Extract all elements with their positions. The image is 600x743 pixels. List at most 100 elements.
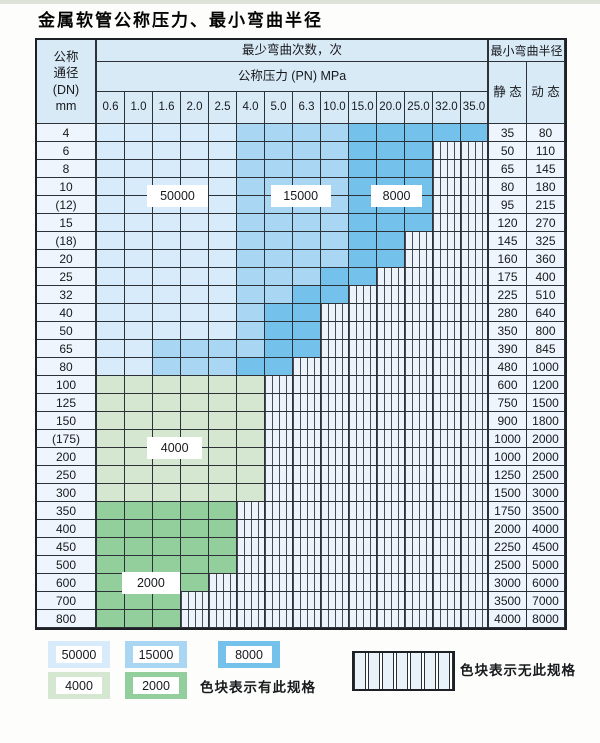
no-spec-cell — [209, 610, 237, 628]
legend-swatch-label: 2000 — [133, 677, 179, 694]
spec-cell — [237, 340, 265, 358]
spec-cell — [377, 232, 405, 250]
spec-cell — [97, 160, 125, 178]
spec-cell — [293, 250, 321, 268]
spec-cell — [209, 556, 237, 574]
no-spec-cell — [265, 394, 293, 412]
dn-cell: 700 — [37, 592, 97, 610]
spec-cell — [153, 502, 181, 520]
static-radius-cell: 2000 — [489, 520, 527, 538]
dn-header-line: (DN) — [52, 82, 80, 97]
spec-cell — [293, 340, 321, 358]
spec-cell — [97, 430, 125, 448]
spec-cell — [265, 286, 293, 304]
spec-cell — [265, 304, 293, 322]
spec-cell — [209, 466, 237, 484]
no-spec-cell — [265, 592, 293, 610]
spec-cell — [125, 340, 153, 358]
dn-cell: (18) — [37, 232, 97, 250]
dn-cell: 500 — [37, 556, 97, 574]
no-spec-cell — [293, 538, 321, 556]
dynamic-radius-cell: 7000 — [527, 592, 565, 610]
static-radius-cell: 175 — [489, 268, 527, 286]
static-column-header: 静 态 — [489, 62, 527, 124]
spec-cell — [209, 430, 237, 448]
spec-cell — [209, 286, 237, 304]
dn-cell: 25 — [37, 268, 97, 286]
no-spec-cell — [265, 430, 293, 448]
spec-cell — [97, 394, 125, 412]
no-spec-cell — [461, 592, 489, 610]
static-radius-cell: 480 — [489, 358, 527, 376]
dynamic-radius-cell: 5000 — [527, 556, 565, 574]
spec-cell — [209, 376, 237, 394]
no-spec-cell — [377, 322, 405, 340]
no-spec-cell — [293, 358, 321, 376]
spec-cell — [181, 466, 209, 484]
no-spec-cell — [293, 574, 321, 592]
no-spec-cell — [433, 178, 461, 196]
no-spec-cell — [349, 412, 377, 430]
no-spec-cell — [433, 358, 461, 376]
spec-cell — [321, 232, 349, 250]
dn-cell: 40 — [37, 304, 97, 322]
spec-cell — [97, 322, 125, 340]
spec-cell — [349, 214, 377, 232]
spec-cell — [209, 232, 237, 250]
spec-cell — [97, 250, 125, 268]
no-spec-cell — [377, 394, 405, 412]
spec-cell — [237, 160, 265, 178]
bend-times-header: 最少弯曲次数，次 — [97, 40, 489, 62]
spec-cell — [181, 124, 209, 142]
dynamic-radius-cell: 400 — [527, 268, 565, 286]
spec-cell — [97, 232, 125, 250]
spec-cell — [153, 232, 181, 250]
no-spec-cell — [293, 376, 321, 394]
dynamic-radius-cell: 510 — [527, 286, 565, 304]
no-spec-cell — [349, 520, 377, 538]
no-spec-cell — [265, 448, 293, 466]
spec-cell — [209, 160, 237, 178]
dynamic-radius-cell: 4000 — [527, 520, 565, 538]
spec-cell — [125, 412, 153, 430]
pressure-col-header: 32.0 — [433, 92, 461, 124]
no-spec-cell — [321, 394, 349, 412]
no-spec-cell — [405, 448, 433, 466]
spec-cell — [181, 322, 209, 340]
no-spec-cell — [293, 556, 321, 574]
no-spec-cell — [461, 304, 489, 322]
dynamic-radius-cell: 145 — [527, 160, 565, 178]
dn-cell: 100 — [37, 376, 97, 394]
spec-cell — [153, 304, 181, 322]
static-radius-cell: 750 — [489, 394, 527, 412]
dynamic-radius-cell: 1500 — [527, 394, 565, 412]
spec-cell — [293, 304, 321, 322]
dynamic-radius-cell: 180 — [527, 178, 565, 196]
dn-cell: 400 — [37, 520, 97, 538]
no-spec-cell — [461, 484, 489, 502]
no-spec-cell — [433, 394, 461, 412]
spec-cell — [125, 376, 153, 394]
no-spec-cell — [433, 376, 461, 394]
spec-cell — [97, 556, 125, 574]
dynamic-radius-cell: 6000 — [527, 574, 565, 592]
static-radius-cell: 1750 — [489, 502, 527, 520]
no-spec-cell — [405, 322, 433, 340]
no-spec-cell — [405, 268, 433, 286]
no-spec-cell — [433, 304, 461, 322]
no-spec-cell — [237, 502, 265, 520]
no-spec-cell — [349, 502, 377, 520]
no-spec-cell — [433, 250, 461, 268]
spec-cell — [265, 322, 293, 340]
no-spec-cell — [377, 340, 405, 358]
page-top-strip — [0, 0, 600, 4]
no-spec-cell — [405, 574, 433, 592]
spec-cell — [237, 430, 265, 448]
no-spec-cell — [293, 430, 321, 448]
no-spec-cell — [405, 592, 433, 610]
pressure-col-header: 1.6 — [153, 92, 181, 124]
no-spec-cell — [461, 448, 489, 466]
spec-cell — [349, 232, 377, 250]
no-spec-cell — [461, 520, 489, 538]
no-spec-cell — [433, 610, 461, 628]
